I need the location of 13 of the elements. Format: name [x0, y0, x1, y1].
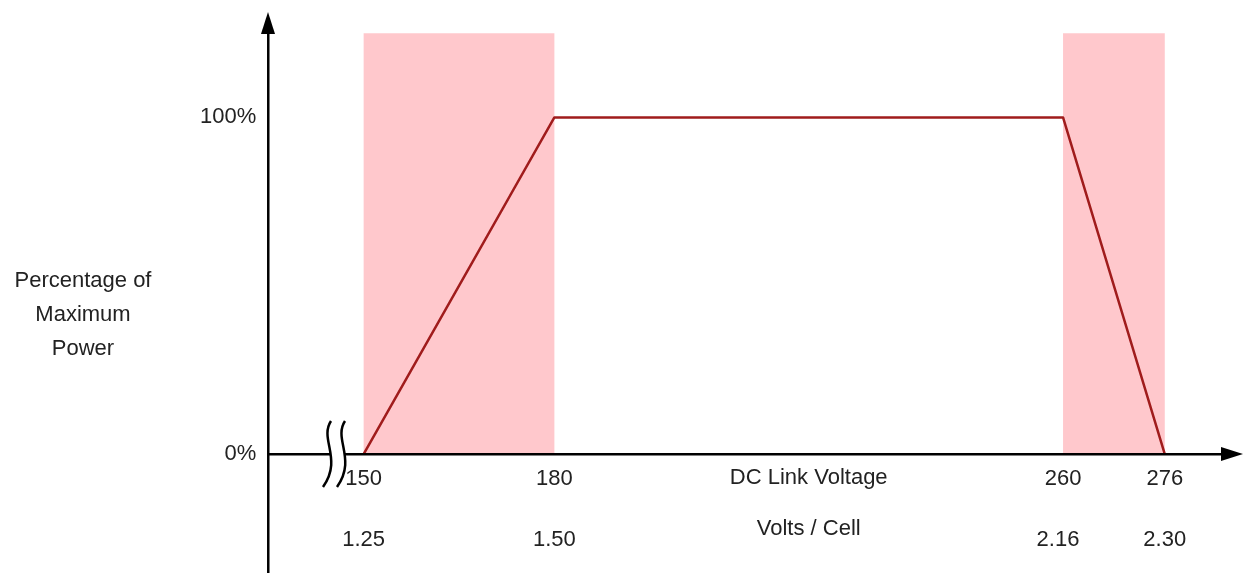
y-tick-label: 0% — [224, 440, 257, 466]
x-tick-label: 180 — [536, 465, 573, 491]
x-tick-label: 276 — [1146, 465, 1184, 491]
y-axis-title: Percentage of Maximum Power — [13, 266, 153, 362]
x2-axis-title: Volts / Cell — [756, 514, 861, 540]
x2-tick-label: 2.30 — [1143, 525, 1187, 551]
x-tick-label: 260 — [1044, 465, 1082, 491]
x-axis-title: DC Link Voltage — [729, 464, 888, 490]
x2-tick-label: 1.25 — [342, 525, 386, 551]
x2-tick-label: 2.16 — [1036, 525, 1080, 551]
x-tick-label: 150 — [345, 465, 382, 491]
y-tick-label: 100% — [199, 103, 257, 129]
x2-tick-label: 1.50 — [532, 525, 576, 551]
